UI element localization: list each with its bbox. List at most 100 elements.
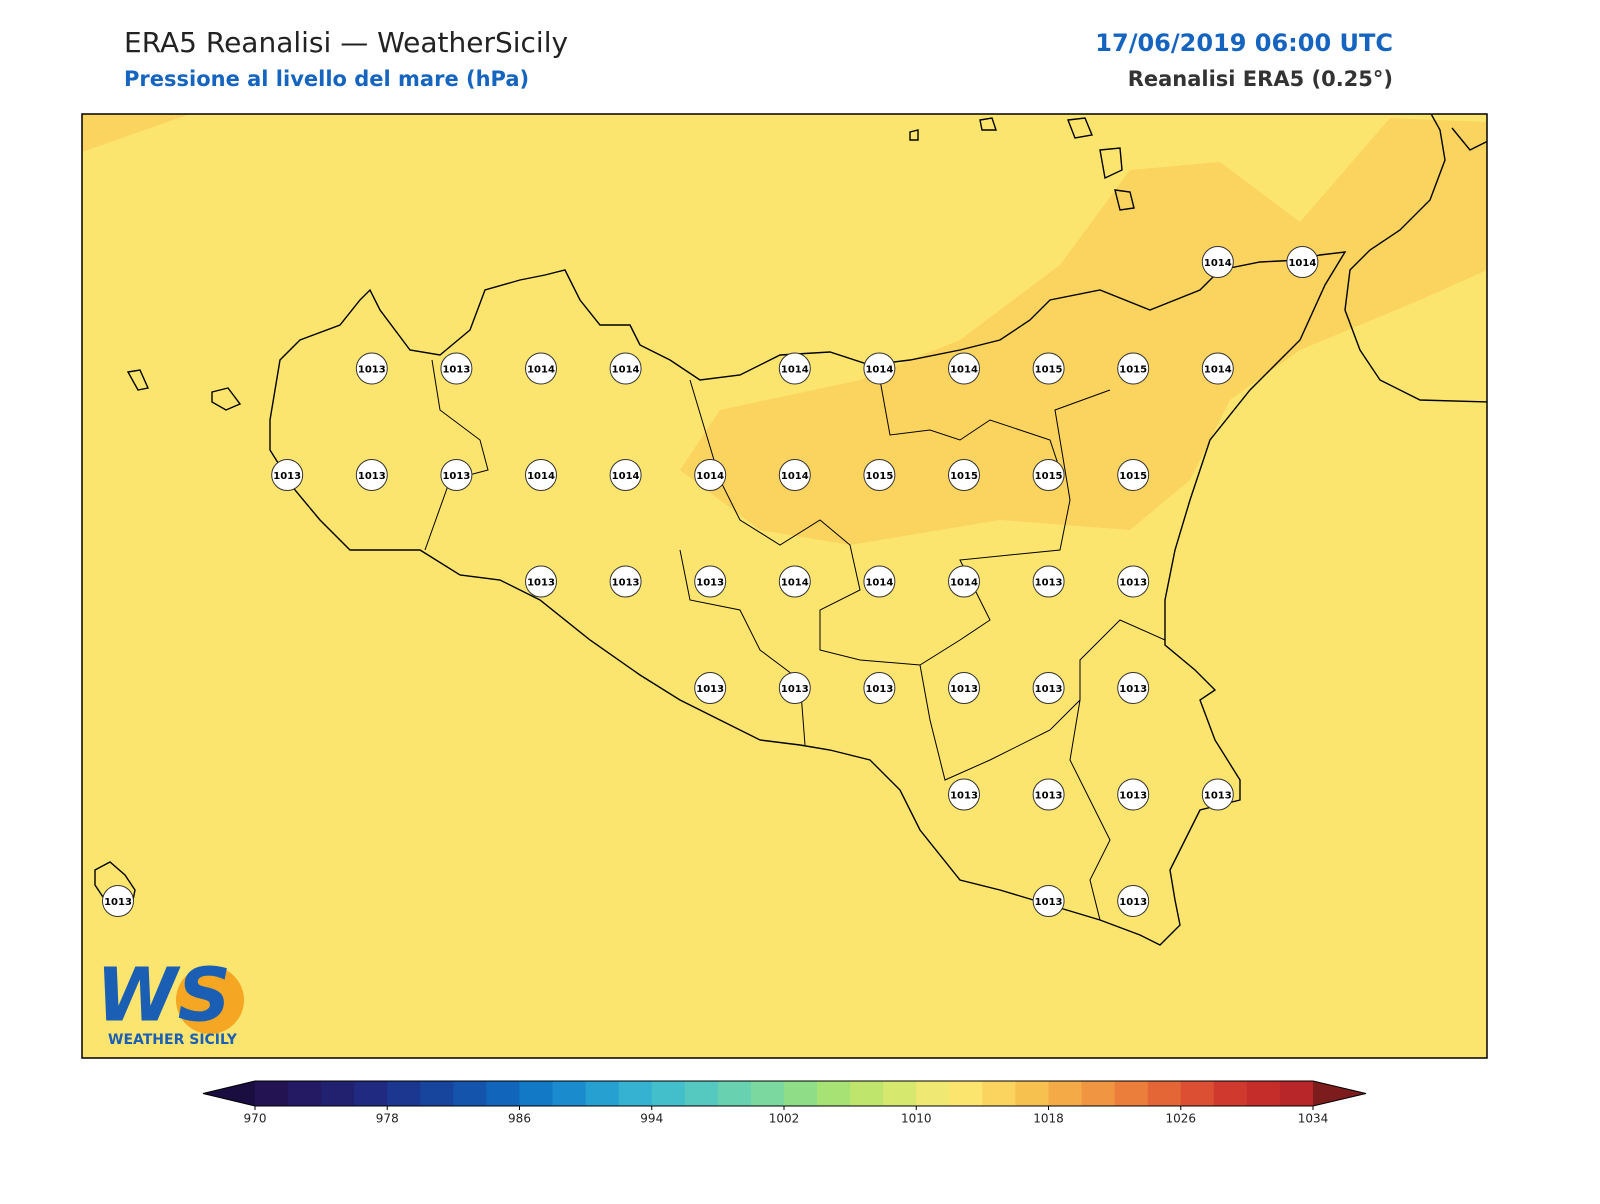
colorbar-bin xyxy=(784,1081,818,1106)
station-marker xyxy=(271,459,304,491)
station-marker xyxy=(1117,352,1150,385)
colorbar-bin xyxy=(552,1081,587,1106)
station-marker xyxy=(863,672,896,704)
station-value: 1013 xyxy=(358,365,386,376)
colorbar-bin xyxy=(420,1081,454,1106)
province-border xyxy=(879,379,1061,471)
colorbar-bin xyxy=(1213,1081,1248,1106)
station-value: 1013 xyxy=(1119,578,1147,589)
coastline xyxy=(269,251,1347,946)
colorbar-bin xyxy=(1279,1081,1314,1106)
province-border xyxy=(424,359,489,551)
station-value: 1013 xyxy=(1035,897,1063,908)
station-value: 1015 xyxy=(865,471,893,482)
station-marker xyxy=(778,672,811,704)
station-marker xyxy=(609,459,642,491)
colorbar-bin xyxy=(453,1081,487,1106)
colorbar-tick-label: 986 xyxy=(508,1112,531,1126)
station-marker xyxy=(1032,459,1065,491)
station-marker xyxy=(609,565,642,598)
colorbar-tick-label: 1034 xyxy=(1298,1112,1329,1126)
colorbar-bin xyxy=(750,1081,785,1106)
station-value: 1013 xyxy=(527,578,555,589)
station-value: 1013 xyxy=(1035,684,1063,695)
station-marker xyxy=(948,565,980,598)
map-area xyxy=(82,114,1487,1058)
colorbar-bin xyxy=(1081,1081,1116,1106)
colorbar-bin xyxy=(1015,1081,1049,1106)
station-marker xyxy=(1117,459,1150,491)
station-marker xyxy=(102,885,134,917)
colorbar-bin xyxy=(1048,1081,1083,1106)
station-marker xyxy=(1117,778,1150,811)
province-border xyxy=(689,379,1111,666)
colorbar-bin xyxy=(916,1081,950,1106)
station-marker xyxy=(1201,246,1234,278)
station-marker xyxy=(1117,565,1150,598)
colorbar-bin xyxy=(817,1081,851,1106)
pressure-field-high xyxy=(680,118,1487,545)
logo-caption: WEATHER SICILY xyxy=(108,1032,238,1048)
station-marker xyxy=(440,459,473,491)
station-value: 1013 xyxy=(1035,791,1063,802)
colorbar-bin xyxy=(387,1081,421,1106)
colorbar-bin xyxy=(519,1081,554,1106)
station-value: 1014 xyxy=(781,471,809,482)
station-value: 1014 xyxy=(1204,258,1232,269)
station-value: 1013 xyxy=(781,684,809,695)
province-border xyxy=(919,619,1166,781)
station-marker xyxy=(609,352,642,385)
station-value: 1013 xyxy=(612,578,640,589)
coastline xyxy=(1344,114,1487,403)
station-value: 1014 xyxy=(1288,258,1316,269)
station-value: 1013 xyxy=(950,791,978,802)
station-value: 1013 xyxy=(696,578,724,589)
pressure-field-high xyxy=(82,114,190,152)
station-value: 1013 xyxy=(442,365,470,376)
colorbar-bin xyxy=(1147,1081,1182,1106)
station-value: 1013 xyxy=(1119,897,1147,908)
station-value: 1015 xyxy=(1119,471,1147,482)
station-marker xyxy=(778,459,811,491)
station-value: 1014 xyxy=(950,578,978,589)
station-marker xyxy=(355,459,388,491)
station-value: 1014 xyxy=(865,365,893,376)
island xyxy=(126,369,149,391)
station-marker xyxy=(355,352,388,385)
station-value: 1014 xyxy=(612,365,640,376)
station-value: 1013 xyxy=(104,897,132,908)
colorbar-bin xyxy=(1180,1081,1215,1106)
coastline xyxy=(1451,127,1487,151)
station-value: 1014 xyxy=(950,365,978,376)
colorbar-bin xyxy=(850,1081,884,1106)
logo-mark: WS xyxy=(96,953,231,1039)
station-marker xyxy=(778,565,811,598)
title: ERA5 Reanalisi — WeatherSicily xyxy=(124,26,568,59)
station-marker xyxy=(1286,246,1319,278)
island xyxy=(979,117,997,131)
logo: WS WEATHER SICILY xyxy=(96,953,244,1048)
station-value: 1014 xyxy=(527,471,555,482)
colorbar-bin xyxy=(684,1081,719,1106)
colorbar-bin xyxy=(618,1081,653,1106)
station-marker xyxy=(778,352,811,385)
colorbar-bin xyxy=(486,1081,520,1106)
station-value: 1014 xyxy=(527,365,555,376)
station-value: 1013 xyxy=(1204,791,1232,802)
station-marker xyxy=(863,459,896,491)
station-marker xyxy=(1032,672,1065,704)
station-value: 1013 xyxy=(865,684,893,695)
colorbar-tick-label: 978 xyxy=(376,1112,399,1126)
station-marker xyxy=(525,459,557,491)
station-value: 1015 xyxy=(1119,365,1147,376)
colorbar-bin xyxy=(585,1081,620,1106)
logo-sun xyxy=(176,966,244,1034)
station-value: 1013 xyxy=(1035,578,1063,589)
station-value: 1014 xyxy=(612,471,640,482)
colorbar-bin xyxy=(288,1081,322,1106)
station-marker xyxy=(525,352,557,385)
station-marker xyxy=(863,352,896,385)
station-value: 1015 xyxy=(950,471,978,482)
